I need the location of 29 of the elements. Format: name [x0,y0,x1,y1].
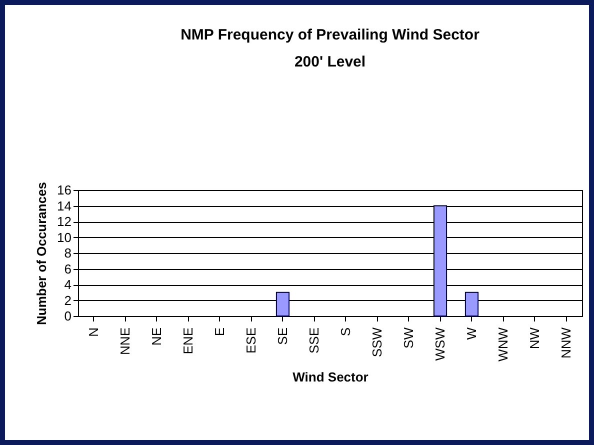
x-tick-label: W [464,326,479,340]
y-tick-label: 8 [64,246,72,260]
chart-subtitle: 200' Level [294,53,366,70]
y-axis-title: Number of Occurances [34,182,50,326]
x-tick-label: NW [526,326,542,350]
x-tick-label: ENE [180,327,196,354]
x-tick-label: NE [148,327,164,346]
x-tick-label: N [86,328,101,337]
y-tick-label: 2 [64,292,72,308]
y-tick-label: 16 [57,182,72,198]
x-tick-label: S [338,327,353,336]
y-tick-label: 14 [57,198,72,214]
chart-title: NMP Frequency of Prevailing Wind Sector [180,26,480,44]
x-tick-label: NNE [117,327,132,355]
x-axis-title: Wind Sector [292,369,368,384]
x-tick-label: SE [274,327,290,345]
x-tick-label: WNW [495,326,510,362]
x-tick-label: NNW [558,326,574,359]
y-tick-label: 12 [57,214,72,229]
x-tick-label: SSW [369,326,384,358]
x-tick-label: SSE [306,327,322,354]
y-tick-label: 0 [64,308,72,324]
x-tick-label: WSW [432,326,448,361]
x-tick-label: SW [400,326,416,348]
y-tick-label: 4 [64,277,72,292]
y-tick-label: 6 [64,261,72,276]
x-tick-label: E [212,327,227,336]
y-tick-label: 10 [57,230,72,245]
x-tick-label: ESE [243,327,258,354]
